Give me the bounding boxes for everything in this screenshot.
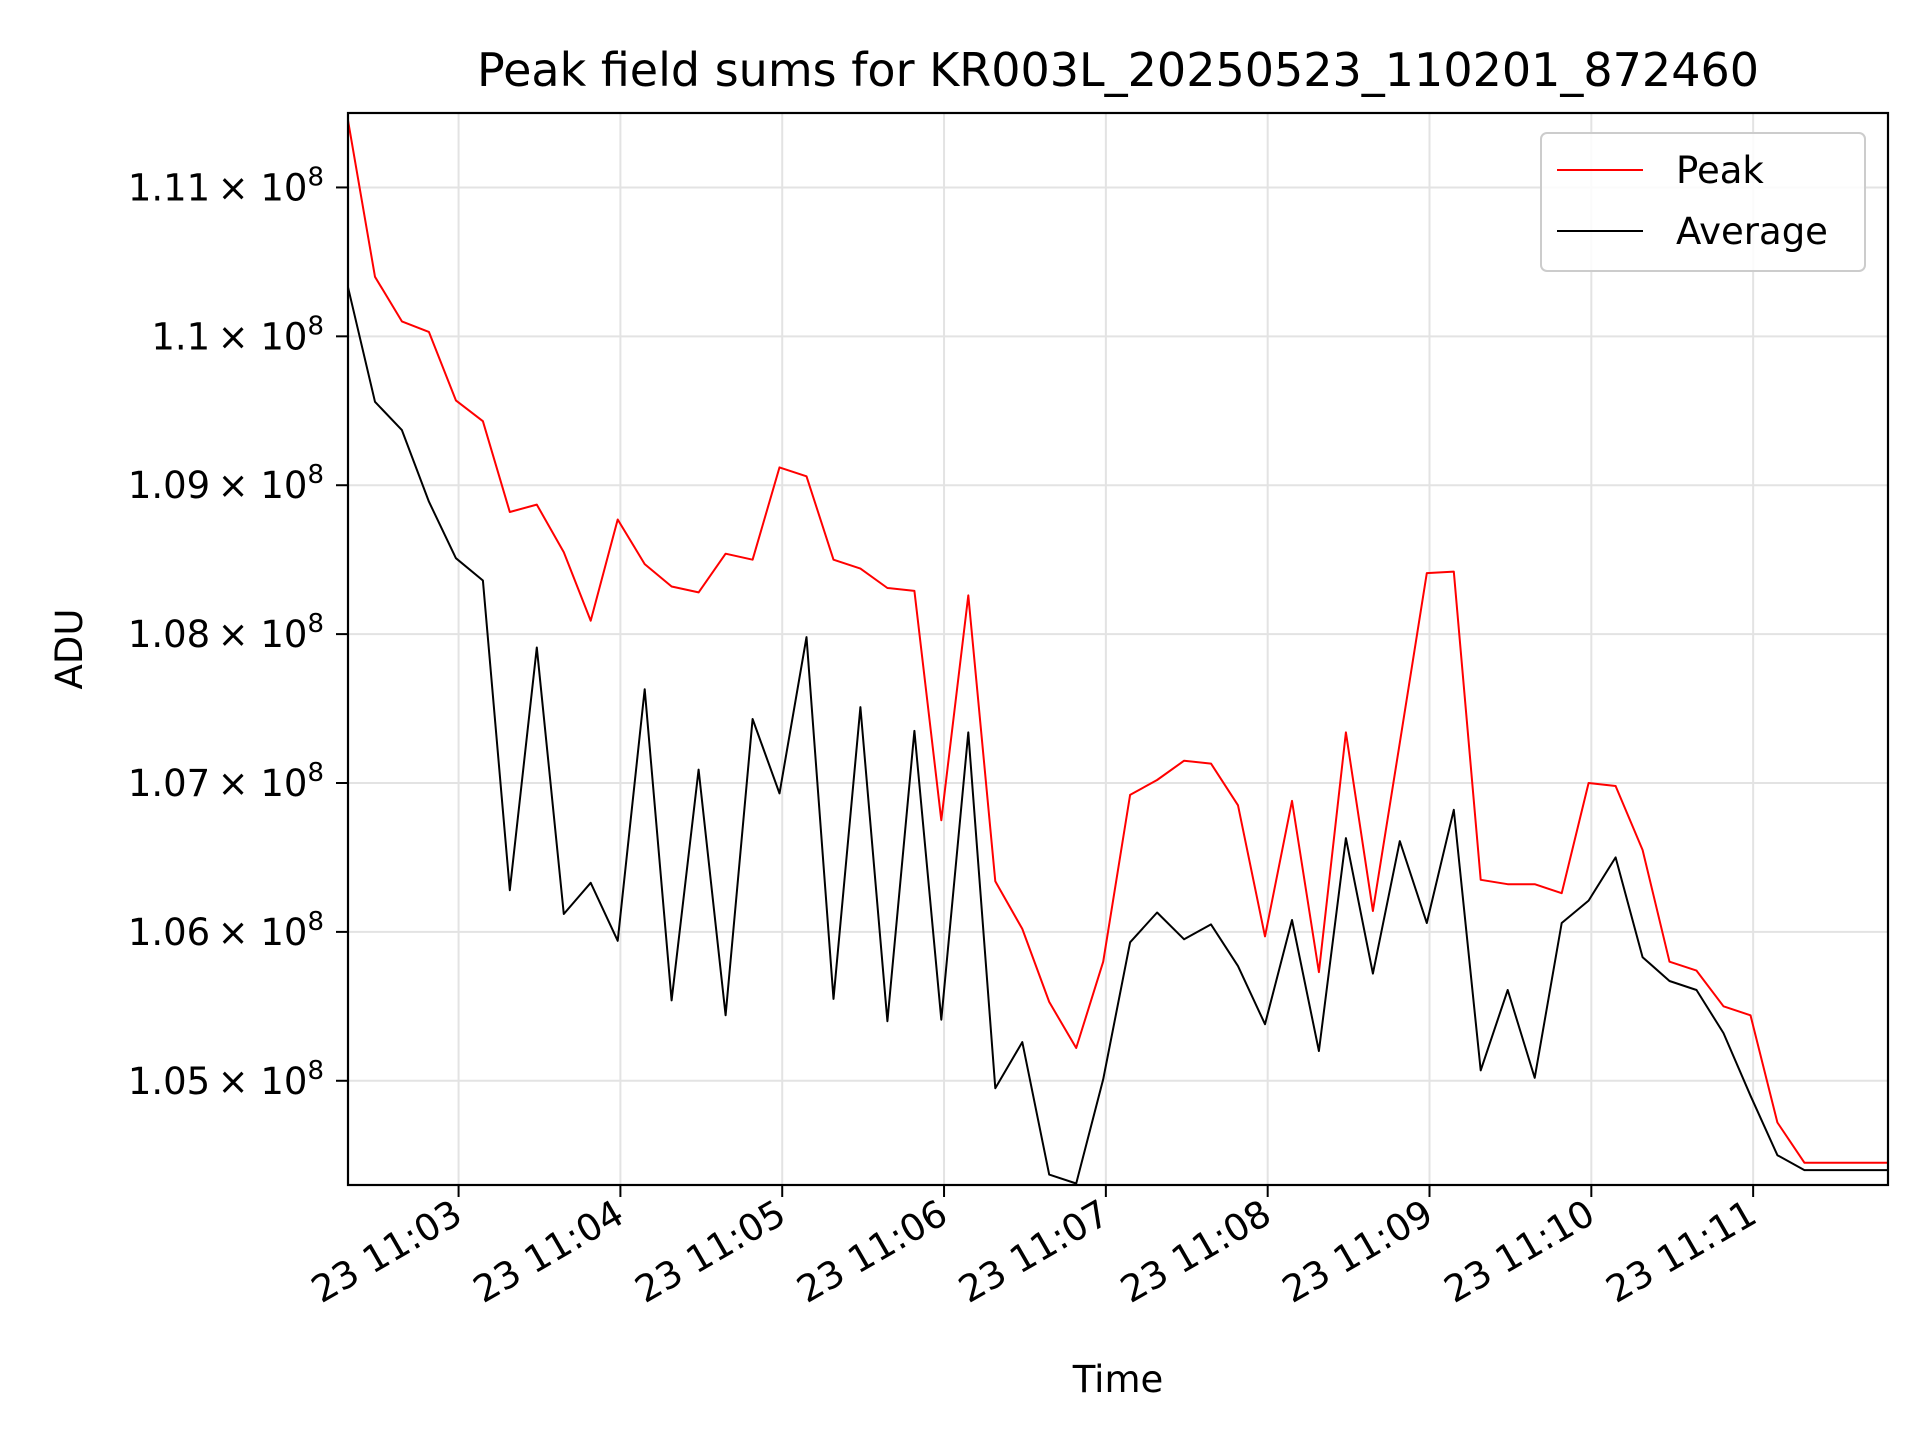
plot-frame: [346, 111, 1890, 1187]
series-line-peak: [347, 120, 1888, 1164]
y-tick-label: 1.08 × 108: [128, 609, 324, 656]
y-tick-label: 1.06 × 108: [128, 907, 324, 954]
y-tick-label: 1.1 × 108: [151, 311, 324, 358]
y-tick-label: 1.09 × 108: [128, 460, 324, 507]
legend-label-average: Average: [1676, 210, 1828, 253]
legend: Peak Average: [1540, 132, 1866, 272]
series-line-average: [347, 286, 1888, 1185]
y-tick-label: 1.07 × 108: [128, 758, 324, 805]
y-axis-ticks: 1.05 × 108 1.06 × 108 1.07 × 108 1.08 × 108…: [128, 162, 348, 1103]
chart-title: Peak field sums for KR003L_20250523_1102…: [477, 43, 1759, 97]
x-gridlines: [457, 113, 1755, 1185]
y-axis-label: ADU: [48, 609, 91, 690]
y-gridlines: [348, 186, 1888, 1082]
y-tick-label: 1.11 × 108: [128, 162, 324, 209]
x-axis-label: Time: [1072, 1358, 1164, 1401]
y-tick-label: 1.05 × 108: [128, 1056, 324, 1103]
series-lines: [347, 120, 1888, 1185]
legend-label-peak: Peak: [1676, 149, 1764, 192]
legend-box: [1540, 132, 1866, 272]
